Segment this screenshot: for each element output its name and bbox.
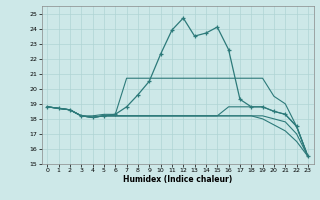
- X-axis label: Humidex (Indice chaleur): Humidex (Indice chaleur): [123, 175, 232, 184]
